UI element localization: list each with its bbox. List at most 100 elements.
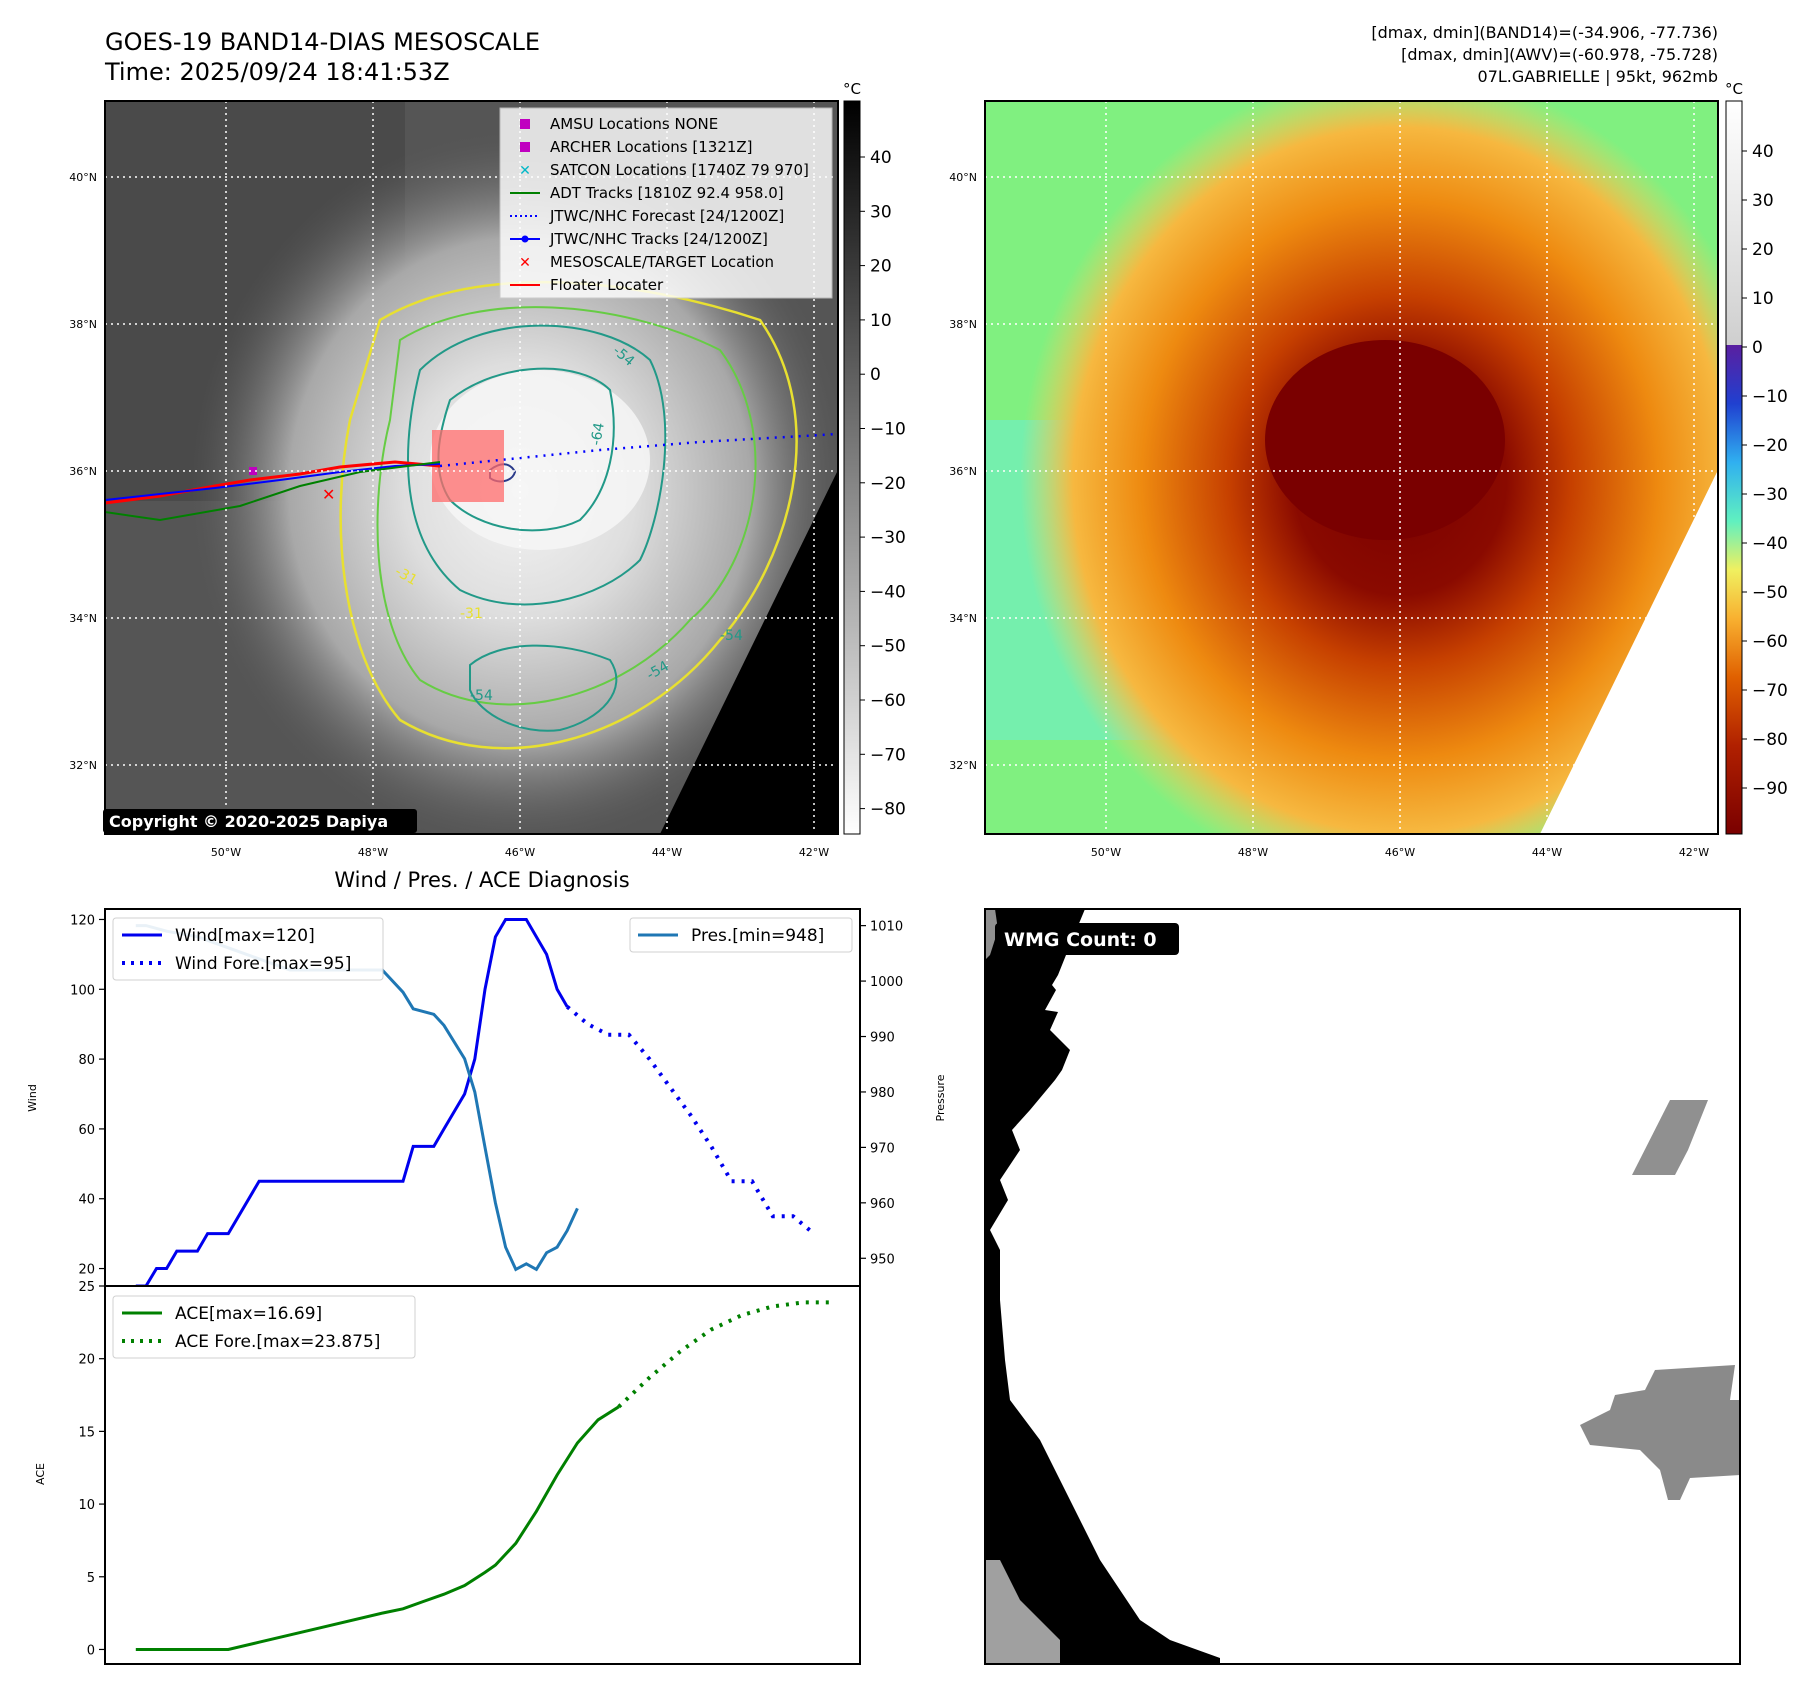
left-lon-label-48: 48°W bbox=[358, 846, 388, 859]
right-colorbar-label-3: 10 bbox=[1752, 289, 1774, 309]
pressure-axis-label: Pressure bbox=[934, 1074, 947, 1121]
left-lon-label-46: 46°W bbox=[505, 846, 535, 859]
storm-core bbox=[430, 370, 650, 550]
awv-range: [dmax, dmin](AWV)=(-60.978, -75.728) bbox=[1401, 45, 1718, 64]
wind-tick-label-0: 20 bbox=[78, 1263, 95, 1278]
left-colorbar-label-9: −50 bbox=[870, 637, 906, 657]
wind-tick-label-2: 60 bbox=[78, 1123, 95, 1138]
right-colorbar-label-0: 40 bbox=[1752, 142, 1774, 162]
figure-time: Time: 2025/09/24 18:41:53Z bbox=[104, 58, 450, 86]
wind-series-0 bbox=[135, 918, 569, 1288]
mesoscale-target-marker: ✕ bbox=[322, 485, 335, 504]
legend-box bbox=[499, 107, 833, 299]
ace-tick-label-1: 5 bbox=[87, 1571, 95, 1586]
ace-chart: ACE 0 5 10 15 20 25 ACE[max=16.69] ACE Fore.[… bbox=[34, 1280, 861, 1665]
pressure-tick-label-3: 980 bbox=[870, 1086, 895, 1101]
right-lat-label-40: 40°N bbox=[949, 171, 977, 184]
no-data-region bbox=[660, 470, 838, 834]
right-map-frame bbox=[984, 100, 1719, 835]
contour-label-4: -31 bbox=[460, 606, 483, 622]
left-map-legend: AMSU Locations NONE ARCHER Locations [132… bbox=[499, 107, 833, 299]
storm-awv-core bbox=[1265, 340, 1505, 540]
right-colorbar-unit: °C bbox=[1725, 80, 1743, 98]
wind-legend-label: Wind[max=120] bbox=[175, 926, 315, 946]
right-map-gridlines bbox=[985, 101, 1718, 834]
storm-info: 07L.GABRIELLE | 95kt, 962mb bbox=[1478, 67, 1718, 86]
right-colorbar-label-4: 0 bbox=[1752, 338, 1763, 358]
left-colorbar-label-3: 10 bbox=[870, 311, 892, 331]
right-lon-label-46: 46°W bbox=[1385, 846, 1415, 859]
wind-axis-label: Wind bbox=[26, 1084, 39, 1112]
right-colorbar-label-1: 30 bbox=[1752, 191, 1774, 211]
right-lat-label-34: 34°N bbox=[949, 612, 977, 625]
contour-green bbox=[376, 306, 757, 706]
wind-tick-label-4: 100 bbox=[70, 983, 95, 998]
left-colorbar-label-5: −10 bbox=[870, 420, 906, 440]
pressure-legend-box bbox=[629, 917, 853, 953]
copyright-box bbox=[103, 809, 417, 833]
left-lat-label-36: 36°N bbox=[69, 465, 97, 478]
left-colorbar-label-10: −60 bbox=[870, 691, 906, 711]
contour-teal bbox=[407, 324, 667, 606]
right-lat-label-32: 32°N bbox=[949, 759, 977, 772]
legend-label-7: Floater Locater bbox=[550, 276, 664, 294]
left-lon-label-44: 44°W bbox=[652, 846, 682, 859]
right-colorbar-label-5: −10 bbox=[1752, 387, 1788, 407]
right-lat-label-36: 36°N bbox=[949, 465, 977, 478]
right-lon-label-42: 42°W bbox=[1679, 846, 1709, 859]
ace-legend-label: ACE[max=16.69] bbox=[175, 1304, 322, 1324]
pressure-tick-label-2: 970 bbox=[870, 1141, 895, 1156]
contour-label-6: -54 bbox=[470, 688, 493, 704]
jtwc-nhc-track bbox=[105, 463, 441, 501]
ace-tick-label-4: 20 bbox=[78, 1353, 95, 1368]
wmg-gray-patch-1 bbox=[1632, 1100, 1708, 1175]
pressure-tick-label-4: 990 bbox=[870, 1031, 895, 1046]
left-colorbar-label-4: 0 bbox=[870, 365, 881, 385]
right-lat-label-38: 38°N bbox=[949, 318, 977, 331]
contour-label-2: -64 bbox=[588, 421, 608, 446]
floater-locater-track bbox=[105, 460, 441, 505]
ace-series-1 bbox=[617, 1300, 835, 1409]
diagnosis-title: Wind / Pres. / ACE Diagnosis bbox=[334, 868, 629, 892]
wind-legend-box bbox=[112, 917, 384, 981]
ace-tick-label-5: 25 bbox=[78, 1280, 95, 1295]
left-lat-label-38: 38°N bbox=[69, 318, 97, 331]
ace-axis-label: ACE bbox=[34, 1463, 47, 1485]
left-colorbar: °C 40 30 20 10 0 −10 −20 −30 −40 −50 −60 −70 −80 bbox=[843, 80, 906, 835]
right-no-data-region bbox=[1540, 470, 1718, 834]
right-colorbar-cold bbox=[1726, 345, 1742, 834]
contour-south bbox=[469, 644, 618, 732]
right-lon-label-48: 48°W bbox=[1238, 846, 1268, 859]
right-colorbar-label-7: −30 bbox=[1752, 485, 1788, 505]
ace-tick-label-0: 0 bbox=[87, 1643, 95, 1658]
wind-tick-label-5: 120 bbox=[70, 913, 95, 928]
copyright-text: Copyright © 2020-2025 Dapiya bbox=[109, 812, 388, 831]
legend-label-3: ADT Tracks [1810Z 92.4 958.0] bbox=[550, 184, 784, 202]
wind-pressure-chart: Wind Pressure 20 40 60 80 100 120 950 960 970 98… bbox=[26, 908, 947, 1288]
left-colorbar-unit: °C bbox=[843, 80, 861, 98]
right-colorbar-label-13: −90 bbox=[1752, 779, 1788, 799]
legend-label-0: AMSU Locations NONE bbox=[550, 115, 718, 133]
right-colorbar-label-6: −20 bbox=[1752, 436, 1788, 456]
left-colorbar-label-1: 30 bbox=[870, 202, 892, 222]
wmg-panel: WMG Count: 0 bbox=[984, 908, 1741, 1665]
legend-label-5: JTWC/NHC Tracks [24/1200Z] bbox=[549, 230, 768, 248]
adt-track bbox=[105, 461, 441, 522]
ace-tick-label-2: 10 bbox=[78, 1498, 95, 1513]
pressure-tick-label-1: 960 bbox=[870, 1197, 895, 1212]
legend-marker-2: ✕ bbox=[519, 163, 531, 179]
legend-marker-6: ✕ bbox=[519, 255, 531, 271]
ace-legend-box bbox=[112, 1295, 416, 1359]
wind-tick-label-1: 40 bbox=[78, 1193, 95, 1208]
band14-range: [dmax, dmin](BAND14)=(-34.906, -77.736) bbox=[1371, 23, 1718, 42]
legend-label-1: ARCHER Locations [1321Z] bbox=[550, 138, 753, 156]
ace-forecast-legend-label: ACE Fore.[max=23.875] bbox=[175, 1332, 380, 1352]
right-colorbar-label-11: −70 bbox=[1752, 681, 1788, 701]
wmg-notch bbox=[1055, 955, 1110, 1010]
wind-series-1 bbox=[565, 1005, 816, 1236]
right-colorbar-label-9: −50 bbox=[1752, 583, 1788, 603]
right-lon-label-50: 50°W bbox=[1091, 846, 1121, 859]
left-colorbar-label-12: −80 bbox=[870, 800, 906, 820]
wind-forecast-legend-label: Wind Fore.[max=95] bbox=[175, 954, 351, 974]
